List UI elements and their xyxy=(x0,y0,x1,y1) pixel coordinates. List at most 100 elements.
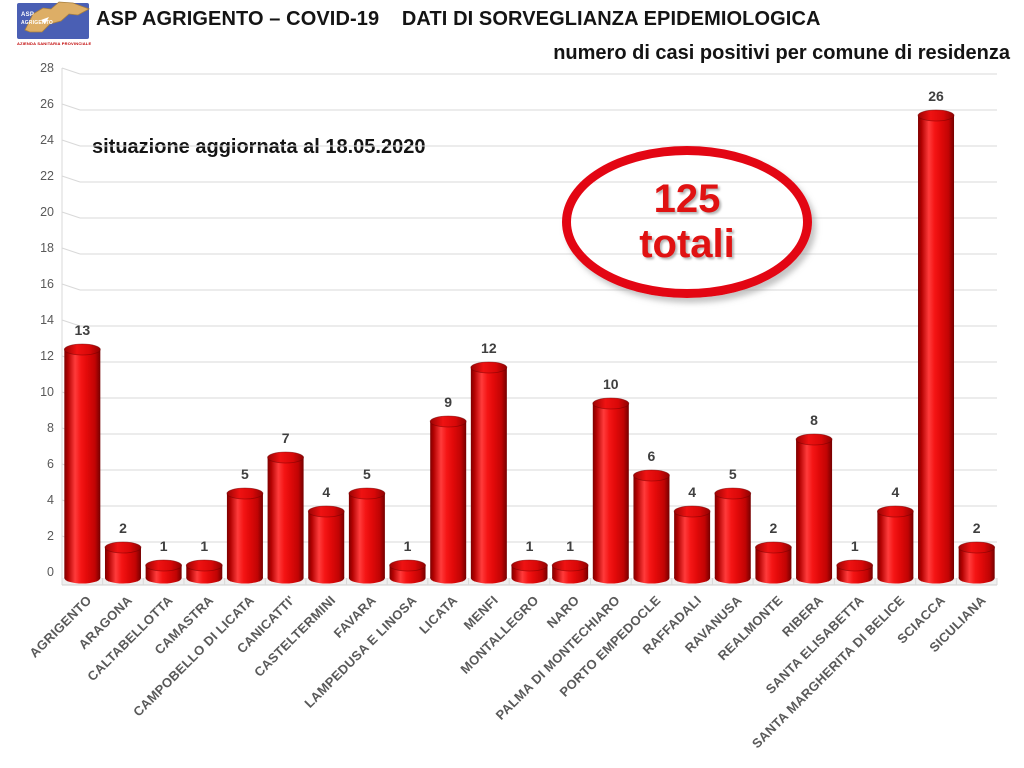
updated-note: situazione aggiornata al 18.05.2020 xyxy=(92,136,426,158)
bar-value-label: 4 xyxy=(322,484,330,500)
y-tick-label: 4 xyxy=(47,493,54,507)
gridline-bevel xyxy=(61,67,81,75)
bar-value-label: 1 xyxy=(566,538,574,554)
bar xyxy=(308,511,345,578)
bar xyxy=(64,349,101,578)
bar xyxy=(348,493,385,578)
bar-value-label: 7 xyxy=(282,430,290,446)
bar-top-cap xyxy=(307,505,345,518)
y-tick-label: 2 xyxy=(47,529,54,543)
bar-value-label: 1 xyxy=(200,538,208,554)
y-tick-label: 6 xyxy=(47,457,54,471)
y-tick-label: 0 xyxy=(47,565,54,579)
y-tick-label: 28 xyxy=(40,61,54,75)
page-subtitle: numero di casi positivi per comune di re… xyxy=(553,42,1010,64)
bar xyxy=(714,493,751,578)
bar-value-label: 9 xyxy=(444,394,452,410)
logo-asp-text: ASP xyxy=(21,12,35,18)
bar-value-label: 10 xyxy=(603,376,619,392)
y-tick-label: 10 xyxy=(40,385,54,399)
bar-top-cap xyxy=(917,109,955,122)
bar-top-cap xyxy=(795,433,833,446)
bar-value-label: 4 xyxy=(891,484,899,500)
category-label: NARO xyxy=(544,593,583,632)
category-label: LICATA xyxy=(416,592,460,636)
bar-top-cap xyxy=(633,469,670,482)
bar-top-cap xyxy=(226,487,264,500)
category-label: SANTA MARGHERITA DI BELICE xyxy=(749,592,908,751)
bar-top-cap xyxy=(104,541,142,554)
bar-value-label: 1 xyxy=(160,538,168,554)
gridline-bevel xyxy=(61,211,81,219)
bar xyxy=(592,403,629,578)
bar xyxy=(674,511,711,578)
bar-value-label: 2 xyxy=(770,520,778,536)
bar-value-label: 26 xyxy=(928,88,944,104)
bar-top-cap xyxy=(958,541,996,554)
bar-top-cap xyxy=(429,415,467,428)
total-badge: 125 totali xyxy=(562,146,812,298)
logo-subtext: AZIENDA SANITARIA PROVINCIALE xyxy=(17,41,92,46)
y-tick-label: 22 xyxy=(40,169,54,183)
y-tick-label: 16 xyxy=(40,277,54,291)
y-tick-label: 24 xyxy=(40,133,54,147)
bar-top-cap xyxy=(63,343,101,356)
bar-value-label: 12 xyxy=(481,340,497,356)
bar-top-cap xyxy=(185,559,223,572)
sicily-map-icon xyxy=(24,1,90,33)
gridline-bevel xyxy=(61,319,81,327)
bar xyxy=(796,439,833,578)
bar-value-label: 5 xyxy=(363,466,371,482)
bar-value-label: 4 xyxy=(688,484,696,500)
gridline-bevel xyxy=(61,175,81,183)
bar-top-cap xyxy=(145,559,183,572)
bar-top-cap xyxy=(267,451,304,464)
bar-value-label: 5 xyxy=(241,466,249,482)
bar xyxy=(470,367,507,578)
bar-value-label: 6 xyxy=(648,448,656,464)
gridline-bevel xyxy=(61,247,81,255)
bar-value-label: 2 xyxy=(973,520,981,536)
bar xyxy=(430,421,467,578)
logo-agrigento-text: AGRIGENTO xyxy=(21,20,53,26)
bar xyxy=(918,115,955,578)
gridline-bevel xyxy=(61,139,81,147)
asp-logo: ASP AGRIGENTO AZIENDA SANITARIA PROVINCI… xyxy=(17,1,92,46)
bar-top-cap xyxy=(511,559,548,572)
y-tick-label: 26 xyxy=(40,97,54,111)
bar-top-cap xyxy=(551,559,589,572)
bar-value-label: 1 xyxy=(851,538,859,554)
gridline-bevel xyxy=(61,283,81,291)
bar-top-cap xyxy=(389,559,426,572)
bar xyxy=(267,457,304,578)
bar-value-label: 1 xyxy=(526,538,534,554)
bar-top-cap xyxy=(755,541,792,554)
bar-value-label: 2 xyxy=(119,520,127,536)
category-label: MONTALLEGRO xyxy=(457,593,541,677)
bar-value-label: 1 xyxy=(404,538,412,554)
total-badge-label: totali xyxy=(639,222,735,266)
bar-value-label: 5 xyxy=(729,466,737,482)
category-label: MENFI xyxy=(461,593,501,633)
total-badge-value: 125 xyxy=(653,177,721,222)
bar-top-cap xyxy=(876,505,914,518)
bar xyxy=(633,475,670,578)
bar-top-cap xyxy=(470,361,508,374)
bar-top-cap xyxy=(836,559,874,572)
page-title: ASP AGRIGENTO – COVID-19 DATI DI SORVEGL… xyxy=(96,8,821,30)
bar xyxy=(226,493,263,578)
asp-logo-box: ASP AGRIGENTO xyxy=(17,1,90,39)
bar-top-cap xyxy=(673,505,711,518)
bar-value-label: 8 xyxy=(810,412,818,428)
y-tick-label: 18 xyxy=(40,241,54,255)
y-tick-label: 8 xyxy=(47,421,54,435)
bar-top-cap xyxy=(714,487,752,500)
bar xyxy=(877,511,914,578)
y-tick-label: 20 xyxy=(40,205,54,219)
y-tick-label: 14 xyxy=(40,313,54,327)
gridline-bevel xyxy=(61,103,81,111)
bar-top-cap xyxy=(348,487,386,500)
bar-value-label: 13 xyxy=(75,322,91,338)
